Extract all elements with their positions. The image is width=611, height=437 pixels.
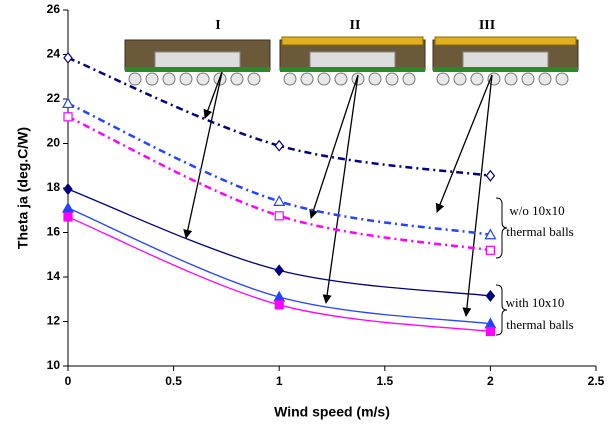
marker [61,97,75,109]
package-label: III [479,18,495,33]
marker [274,139,284,152]
y-tick-label: 24 [47,47,61,61]
marker [274,211,284,221]
y-tick-label: 22 [47,91,61,105]
marker [273,195,286,206]
package-images [124,36,579,86]
marker [485,289,496,302]
y-tick-label: 12 [47,314,61,328]
arrows [183,71,493,317]
y-tick-label: 16 [47,225,61,239]
x-axis-label: Wind speed (m/s) [274,404,390,420]
marker [63,51,73,64]
y-tick-label: 14 [47,269,61,283]
series-line [67,56,491,177]
y-tick-label: 20 [47,136,61,150]
package-label: I [215,18,220,33]
marker [484,228,497,240]
x-tick-label: 0 [65,374,72,388]
y-tick-label: 18 [47,180,61,194]
annotation: with 10x10 [506,295,565,310]
marker [274,264,284,277]
annotation: w/o 10x10 [509,203,564,218]
braces [495,197,508,336]
marker [63,212,73,222]
marker [274,300,284,310]
marker [63,183,73,196]
x-tick-label: 2.5 [588,374,605,388]
package-label: II [350,18,361,33]
marker [61,201,75,213]
x-tick-label: 1 [276,374,283,388]
x-tick-label: 0.5 [165,374,182,388]
marker [63,112,73,122]
y-tick-label: 10 [47,358,61,372]
y-tick-label: 26 [47,2,61,16]
annotation: thermal balls [506,317,574,332]
marker [485,169,496,182]
x-tick-label: 1.5 [376,374,393,388]
marker [485,326,495,337]
x-tick-label: 2 [487,374,494,388]
y-axis-label: Theta ja (deg.C/W) [15,127,31,249]
marker [485,245,495,255]
annotation: thermal balls [506,224,574,239]
